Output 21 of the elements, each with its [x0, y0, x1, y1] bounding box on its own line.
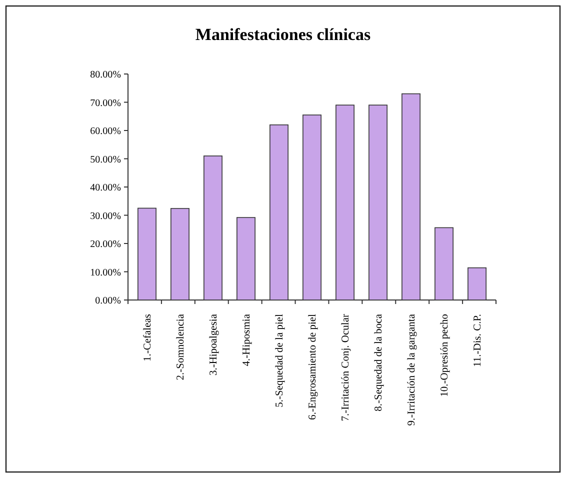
- y-tick-label: 80.00%: [90, 70, 121, 80]
- x-tick-label: 3.-Hipoalgesia: [208, 314, 220, 376]
- y-tick-label: 10.00%: [90, 267, 121, 278]
- x-tick-label: 4.-Hiposmia: [242, 314, 253, 366]
- x-tick-label: 5.-Sequedad de la piel: [274, 314, 286, 408]
- y-tick-label: 70.00%: [90, 98, 121, 109]
- x-tick-label: 11.-Dis. C.P.: [472, 314, 484, 367]
- x-tick-label: 2.-Somnolencia: [176, 314, 187, 380]
- x-tick-label: 8.-Sequedad de la boca: [374, 314, 385, 412]
- y-tick-label: 60.00%: [90, 126, 121, 137]
- x-tick-label: 1.-Cefaleas: [142, 314, 154, 362]
- x-tick-label: 10.-Opresión pecho: [440, 314, 451, 397]
- chart-title: Manifestaciones clínicas: [195, 25, 371, 44]
- y-tick-label: 30.00%: [90, 210, 121, 222]
- y-tick-label: 20.00%: [90, 239, 121, 250]
- x-tick-label: 9.-Irritación de la garganta: [406, 314, 418, 426]
- y-tick-label: 0.00%: [95, 296, 121, 306]
- y-tick-label: 50.00%: [90, 154, 121, 166]
- x-tick-label: 6.-Engrosamiento de piel: [308, 314, 319, 420]
- x-tick-label: 7.-Irritación Conj. Ocular: [340, 313, 352, 422]
- y-tick-label: 40.00%: [90, 182, 121, 194]
